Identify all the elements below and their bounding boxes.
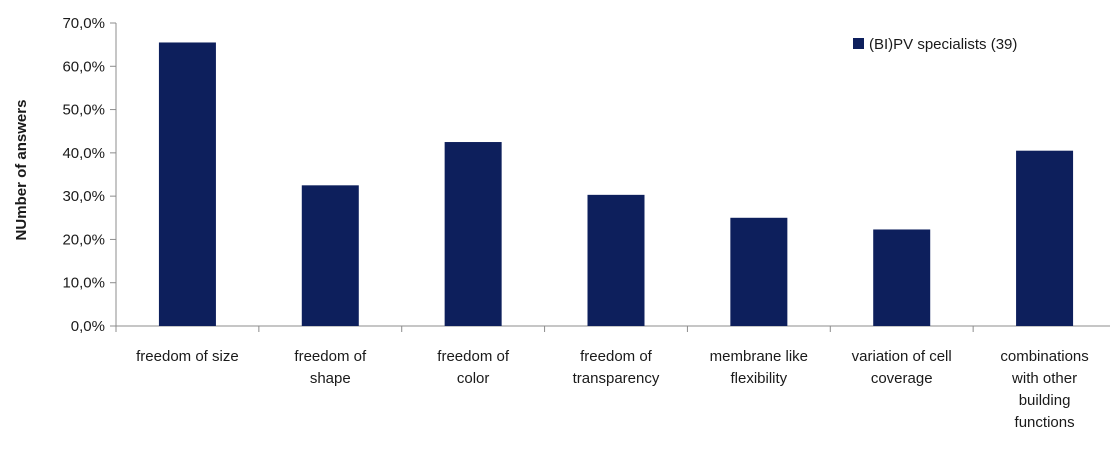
bar [587, 194, 645, 326]
x-category-label: freedom of size [136, 348, 239, 365]
bar [873, 229, 931, 326]
y-ticks: 0,0% 10,0% 20,0% 30,0% 40,0% 50,0% 60,0% 70,0% [62, 15, 116, 335]
y-tick-label: 30,0% [62, 188, 105, 205]
bar [158, 42, 216, 326]
x-category-label: freedom of transparency [573, 348, 660, 387]
bar [1016, 150, 1074, 326]
x-labels: freedom of size freedom of shape freedom of… [136, 348, 1089, 431]
y-tick-label: 10,0% [62, 275, 105, 292]
y-tick-label: 20,0% [62, 231, 105, 248]
bar [730, 217, 788, 326]
y-tick-label: 60,0% [62, 58, 105, 75]
x-category-label: freedom of shape [294, 348, 367, 387]
x-category-label: membrane like flexibility [710, 348, 808, 387]
legend-swatch [853, 38, 864, 49]
legend: (BI)PV specialists (39) [853, 36, 1017, 53]
y-tick-label: 50,0% [62, 102, 105, 119]
x-category-label: variation of cell coverage [852, 348, 952, 387]
y-axis-title-group: NUmber of answers [13, 100, 30, 241]
x-category-label: combinations with other building functions [1000, 348, 1088, 431]
bars [158, 42, 1074, 326]
bar [444, 142, 502, 326]
y-tick-label: 40,0% [62, 145, 105, 162]
y-axis-title: NUmber of answers [13, 100, 30, 241]
bar [301, 185, 359, 326]
y-tick-label: 70,0% [62, 15, 105, 32]
x-category-label: freedom of color [437, 348, 510, 387]
y-tick-label: 0,0% [71, 318, 105, 335]
legend-label: (BI)PV specialists (39) [869, 36, 1017, 53]
